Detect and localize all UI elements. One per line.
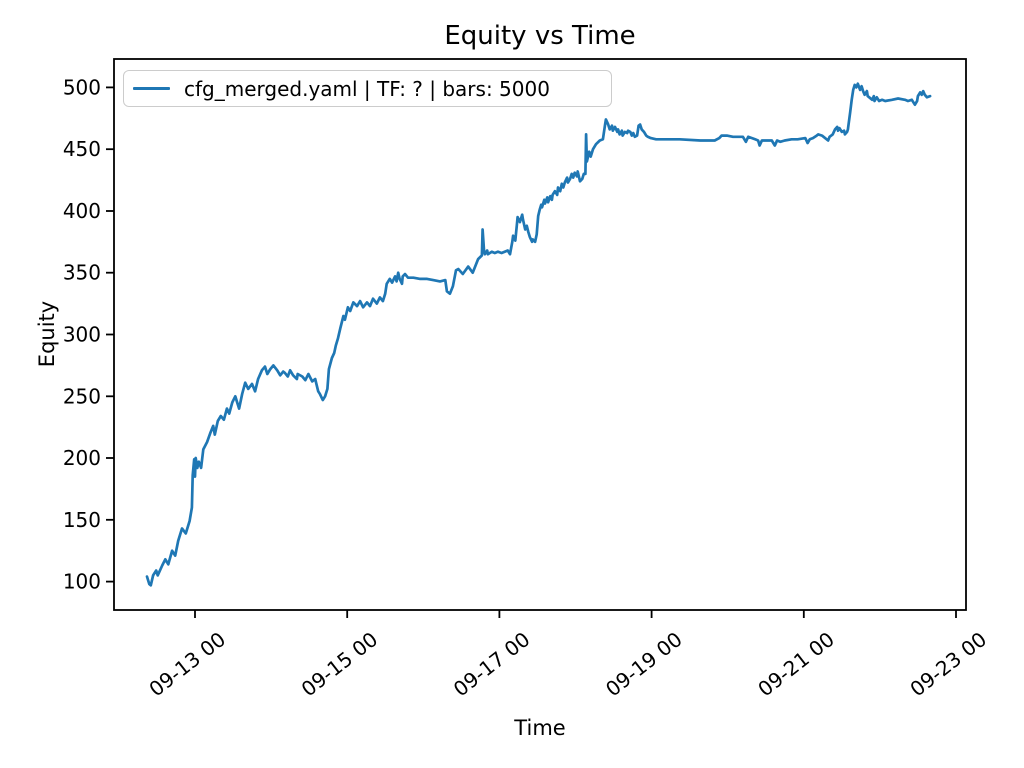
chart-title: Equity vs Time bbox=[444, 21, 636, 51]
x-tick-label: 09-19 00 bbox=[601, 627, 687, 701]
y-tick-label: 250 bbox=[63, 384, 101, 408]
equity-line bbox=[145, 82, 932, 587]
legend-label: cfg_merged.yaml | TF: ? | bars: 5000 bbox=[184, 76, 550, 101]
legend: cfg_merged.yaml | TF: ? | bars: 5000 bbox=[123, 70, 612, 107]
y-tick-label: 350 bbox=[63, 261, 101, 285]
x-tick-label: 09-21 00 bbox=[753, 627, 839, 701]
y-tick-label: 100 bbox=[63, 570, 101, 594]
x-tick-label: 09-23 00 bbox=[905, 627, 991, 701]
y-tick-label: 300 bbox=[63, 323, 101, 347]
x-tick-label: 09-15 00 bbox=[297, 627, 383, 701]
y-axis-label: Equity bbox=[35, 300, 60, 368]
y-tick-label: 400 bbox=[63, 199, 101, 223]
y-tick-label: 450 bbox=[63, 137, 101, 161]
y-tick-label: 200 bbox=[63, 446, 101, 470]
x-tick-label: 09-13 00 bbox=[144, 627, 230, 701]
y-tick-label: 500 bbox=[63, 75, 101, 99]
x-tick-label: 09-17 00 bbox=[449, 627, 535, 701]
y-tick-label: 150 bbox=[63, 508, 101, 532]
legend-line-sample-icon bbox=[133, 86, 170, 91]
x-axis-label: Time bbox=[514, 716, 566, 740]
axes-frame bbox=[113, 58, 967, 611]
